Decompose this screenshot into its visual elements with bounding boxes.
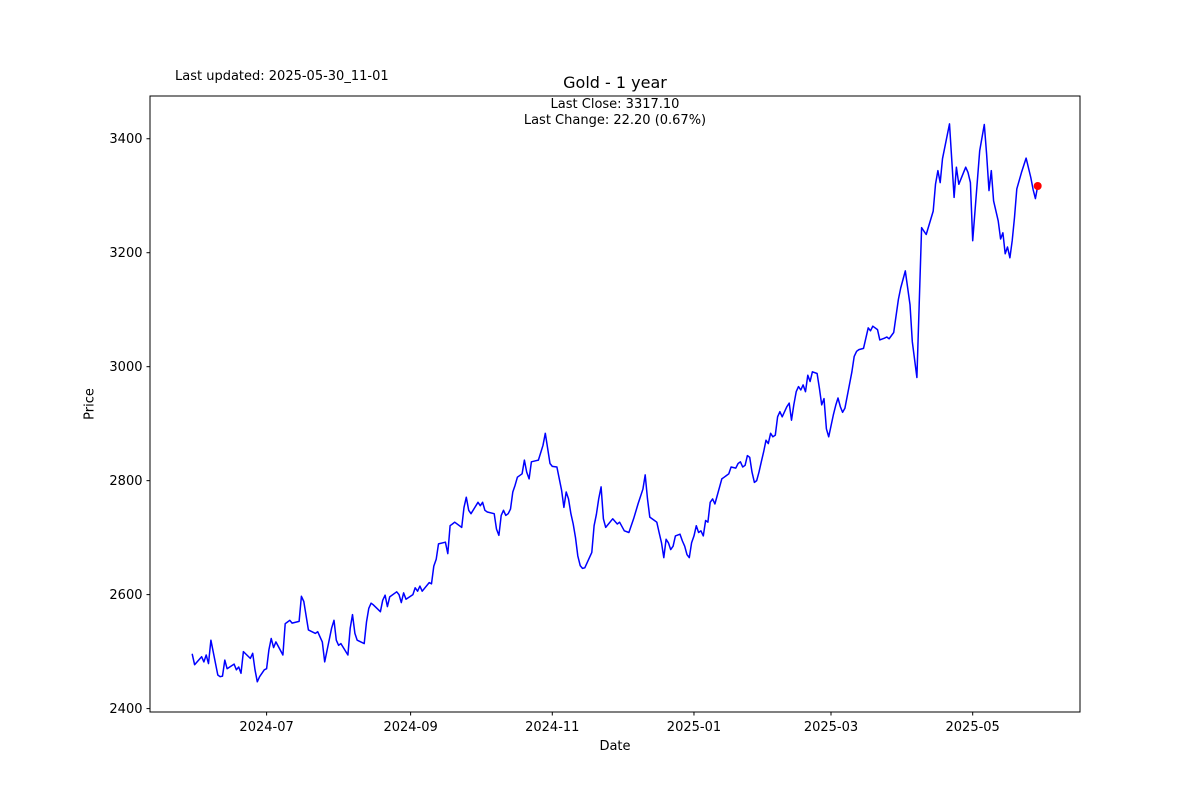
last-change-annotation: Last Change: 22.20 (0.67%) xyxy=(523,113,707,128)
price-line xyxy=(191,123,1039,683)
x-tick-label: 2025-01 xyxy=(667,720,721,735)
x-tick-label: 2024-07 xyxy=(239,720,293,735)
x-axis-label: Date xyxy=(599,739,631,754)
x-tick-label: 2024-09 xyxy=(383,720,437,735)
chart-title: Gold - 1 year xyxy=(563,73,667,92)
last-close-annotation: Last Close: 3317.10 xyxy=(550,97,680,112)
y-tick-label: 3200 xyxy=(109,246,142,261)
last-price-marker xyxy=(1033,182,1042,190)
x-tick-label: 2025-03 xyxy=(804,720,858,735)
y-tick-label: 2400 xyxy=(109,702,142,717)
y-axis-label: Price xyxy=(82,388,98,420)
y-tick-label: 3400 xyxy=(109,132,142,147)
plot-border xyxy=(149,95,1081,713)
x-tick-label: 2025-05 xyxy=(946,720,1000,735)
y-tick-label: 2800 xyxy=(109,474,142,489)
x-tick-label: 2024-11 xyxy=(525,720,579,735)
last-updated-note: Last updated: 2025-05-30_11-01 xyxy=(175,69,389,84)
y-tick-label: 3000 xyxy=(109,360,142,375)
y-tick-label: 2600 xyxy=(109,588,142,603)
